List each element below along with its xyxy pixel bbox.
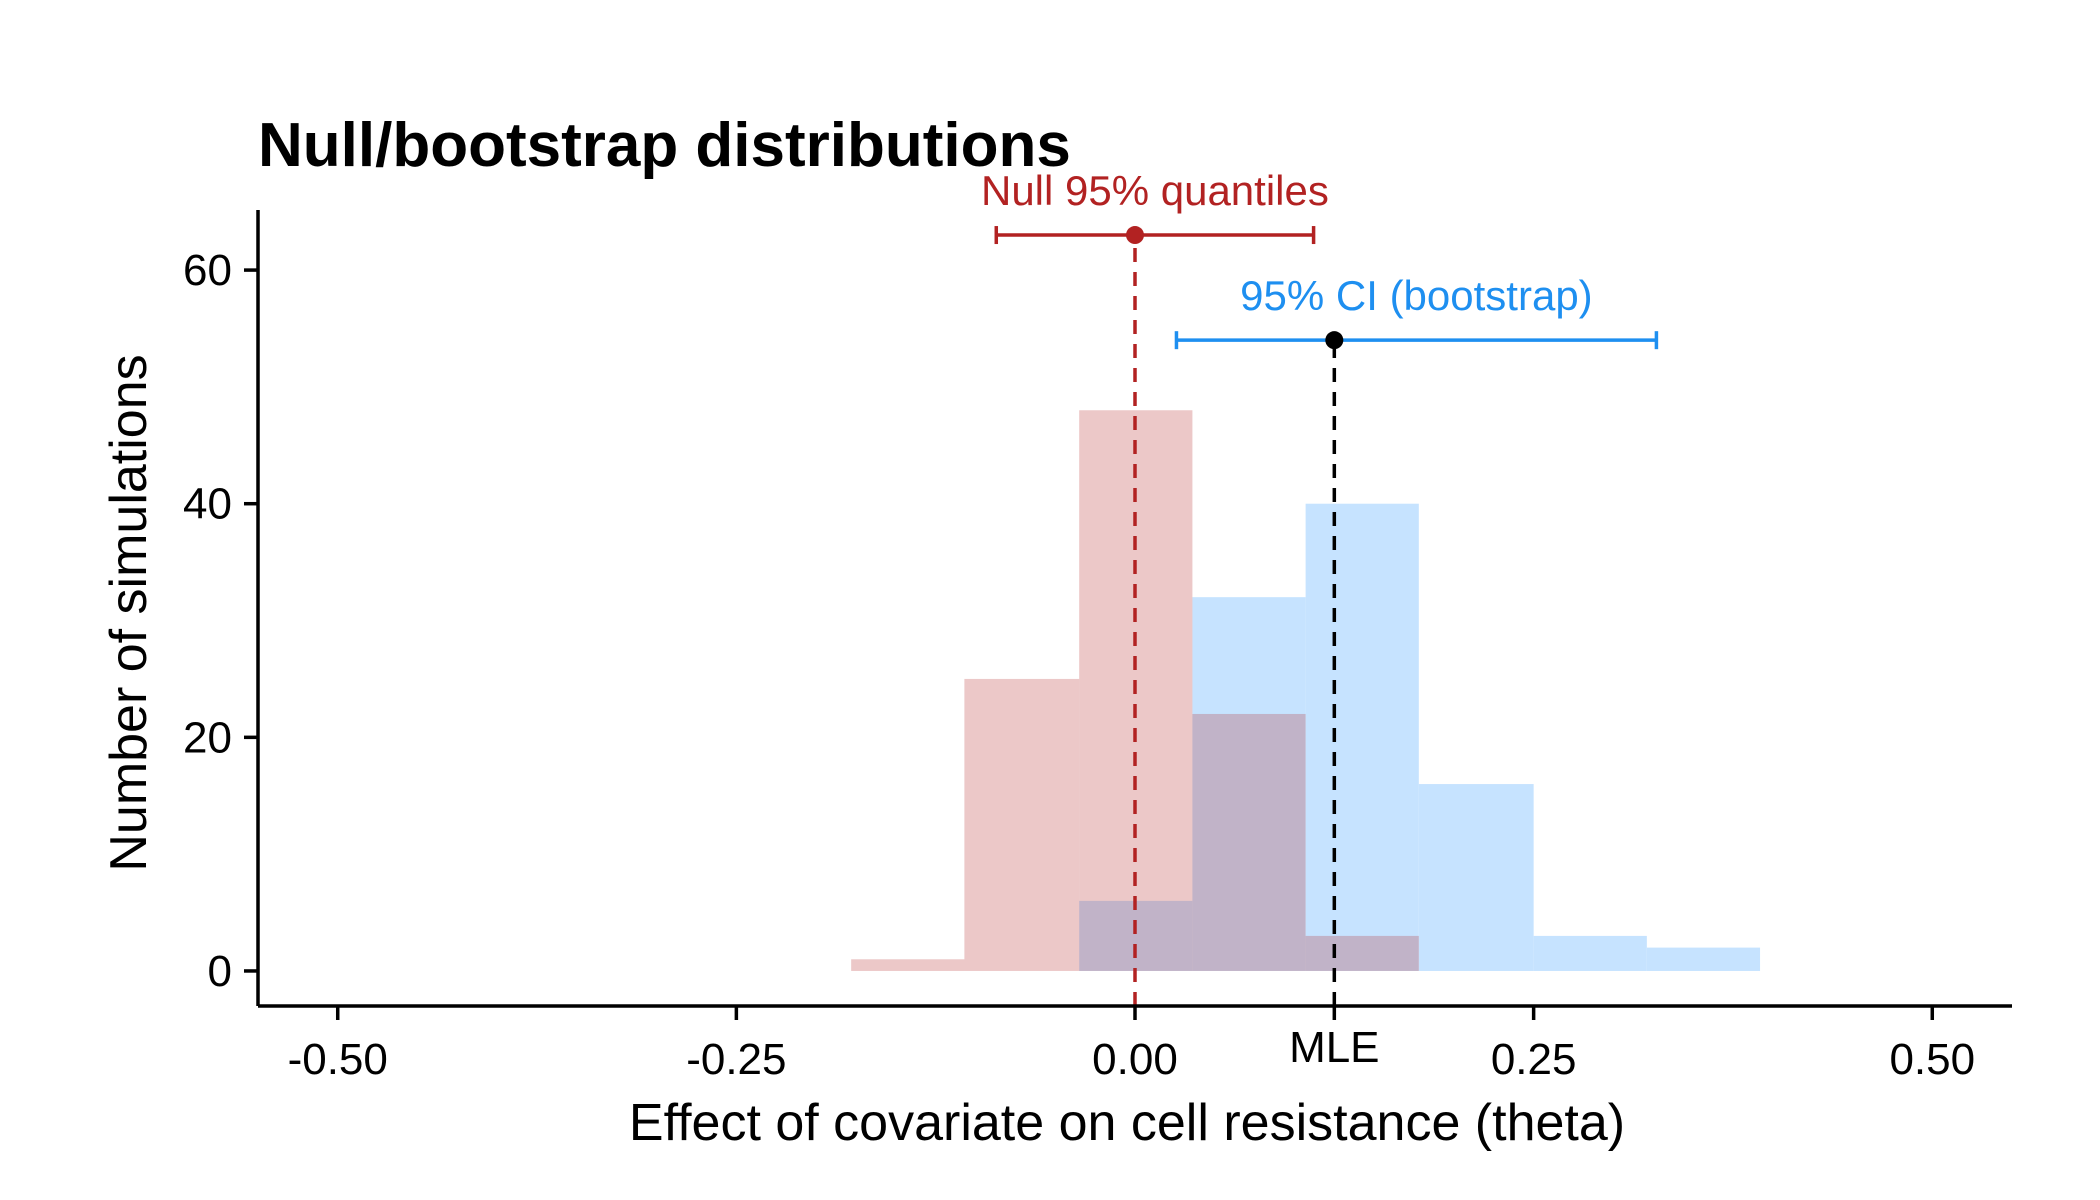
x-tick-label-3: 0.25 xyxy=(1491,1035,1577,1084)
reference-lines xyxy=(1133,235,1337,1006)
interval-label-0: Null 95% quantiles xyxy=(981,167,1329,214)
histogram-bar-s0-b0 xyxy=(1079,900,1193,971)
mle-label: MLE xyxy=(1289,1023,1379,1072)
histogram-bar-s0-b3 xyxy=(1418,784,1534,971)
y-axis-label: Number of simulations xyxy=(100,354,158,871)
y-tick-label-3: 60 xyxy=(183,246,232,295)
chart-title: Null/bootstrap distributions xyxy=(258,111,1071,180)
x-tick-label-0: -0.50 xyxy=(288,1035,388,1084)
x-tick-label-4: 0.50 xyxy=(1889,1035,1975,1084)
histogram-bar-s1-b1 xyxy=(964,678,1080,971)
y-tick-label-0: 0 xyxy=(208,947,232,996)
histogram-bars xyxy=(851,410,1761,971)
x-tick-label-1: -0.25 xyxy=(686,1035,786,1084)
histogram-bar-s1-b3 xyxy=(1192,713,1306,971)
interval-label-1: 95% CI (bootstrap) xyxy=(1240,272,1593,319)
histogram-bar-s1-b4 xyxy=(1305,935,1419,971)
interval-point-0 xyxy=(1126,226,1144,245)
histogram-bar-s0-b2 xyxy=(1305,503,1419,971)
y-tick-label-1: 20 xyxy=(183,713,232,762)
histogram-bar-s0-b1 xyxy=(1192,597,1306,971)
x-tick-label-2: 0.00 xyxy=(1092,1035,1178,1084)
histogram-bar-s0-b4 xyxy=(1533,935,1647,971)
x-axis-label: Effect of covariate on cell resistance (… xyxy=(629,1094,1625,1152)
histogram-bar-s1-b0 xyxy=(851,959,965,971)
interval-annotations: Null 95% quantiles 95% CI (bootstrap) xyxy=(981,167,1659,350)
histogram-bar-s0-b5 xyxy=(1646,947,1761,971)
interval-point-1 xyxy=(1325,331,1344,350)
axes: -0.50 -0.25 0.00 0.25 0.50 MLE 0 20 40 60 xyxy=(183,210,2012,1084)
y-tick-label-2: 40 xyxy=(183,480,232,529)
